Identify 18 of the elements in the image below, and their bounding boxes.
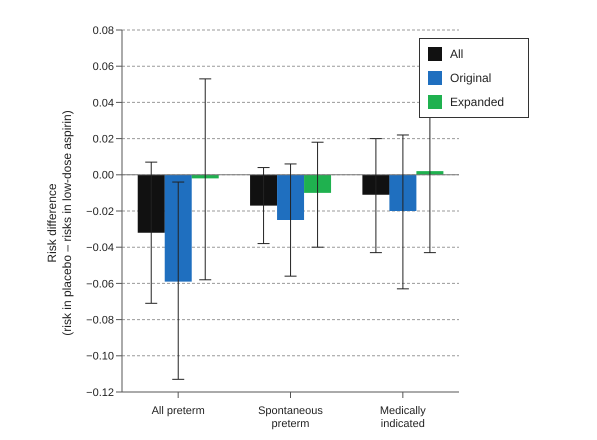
y-axis-title: Risk difference (risk in placebo – risks in low-dose aspirin): [45, 110, 74, 336]
y-tick-label: 0.08: [92, 24, 114, 37]
x-tick-label: Medically indicated: [380, 405, 426, 430]
x-tick-label: All preterm: [152, 405, 205, 417]
y-tick-label: −0.10: [86, 350, 114, 363]
y-tick-label: 0.02: [92, 134, 114, 146]
x-tick-label: Spontaneous preterm: [258, 405, 324, 430]
y-tick-label: −0.06: [86, 278, 114, 290]
y-tick-label: −0.04: [86, 242, 114, 254]
y-tick-label: −0.12: [86, 386, 114, 399]
y-tick-label: −0.08: [86, 314, 114, 327]
y-tick-label: 0.04: [92, 97, 114, 110]
y-tick-label: −0.02: [86, 206, 114, 218]
legend-label: All: [450, 46, 464, 63]
y-tick-label: 0.00: [92, 170, 114, 182]
legend-label: Expanded: [450, 94, 504, 111]
y-tick-label: 0.06: [92, 61, 114, 74]
legend-label: Original: [450, 70, 492, 87]
